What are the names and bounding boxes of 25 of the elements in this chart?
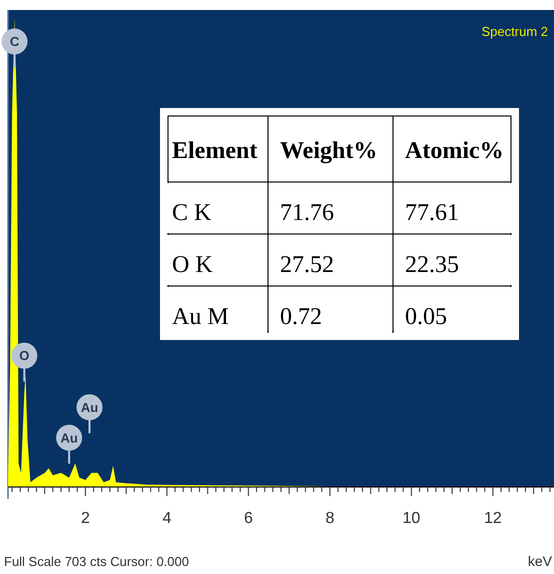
data-label: 27.52 <box>280 252 334 278</box>
x-tick-label: 2 <box>80 510 90 527</box>
data-label: 71.76 <box>280 200 334 226</box>
y-tick-label: Au M <box>172 304 229 330</box>
data-label: 0.05 <box>405 304 447 330</box>
data-label: 22.35 <box>405 252 459 278</box>
x-tick-label: Weight% <box>280 138 378 164</box>
data-label: 0.72 <box>280 304 322 330</box>
y-tick-label: O K <box>172 252 214 278</box>
x-tick-label: 6 <box>244 510 253 527</box>
x-tick-label: Atomic% <box>405 138 504 164</box>
text: Spectrum 2 <box>482 24 548 39</box>
data-label: 77.61 <box>405 200 459 226</box>
x-tick-label: 8 <box>325 510 334 527</box>
x-tick-label: 4 <box>162 510 172 527</box>
y-axis-title: Element <box>172 138 258 164</box>
x-tick-label: 10 <box>402 510 420 527</box>
y-tick-label: C K <box>172 200 212 226</box>
x-tick-label: 12 <box>484 510 502 527</box>
text: Full Scale 703 cts Cursor: 0.000 <box>4 554 189 569</box>
annotation: Au <box>60 430 78 446</box>
x-axis-title: keV <box>528 553 553 569</box>
annotation: Au <box>80 400 98 415</box>
annotation: C <box>10 34 20 49</box>
annotation: O <box>19 348 30 364</box>
